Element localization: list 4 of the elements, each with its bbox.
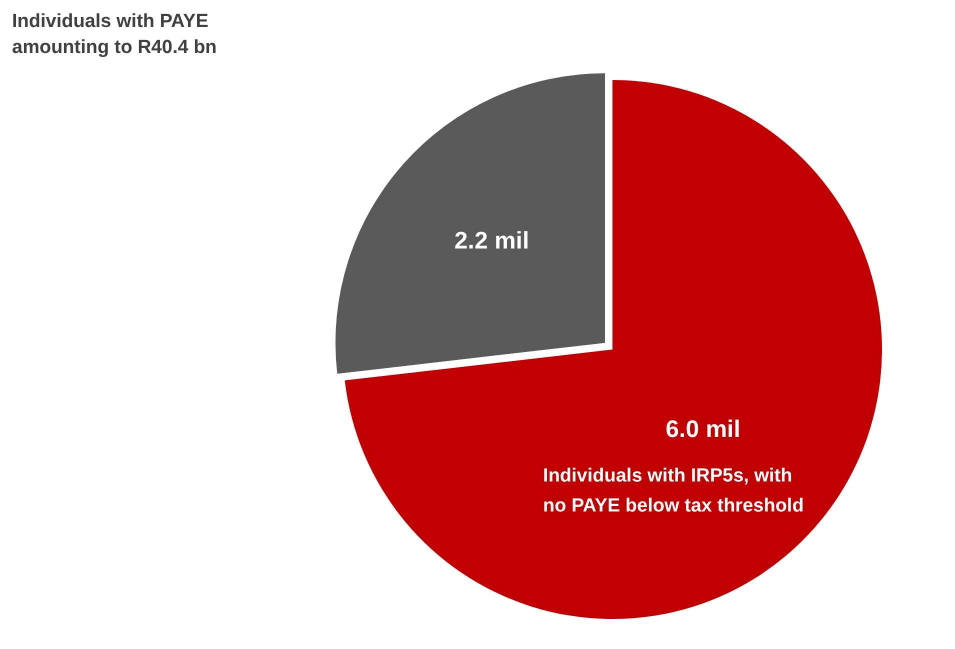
slice-label: Individuals with PAYE amounting to R40.4 bn — [12, 11, 217, 58]
slice-label: Individuals with IRP5s, with no PAYE below tax threshold — [543, 465, 804, 516]
data-label: 2.2 mil — [454, 228, 530, 255]
data-label: 6.0 mil — [666, 416, 740, 443]
